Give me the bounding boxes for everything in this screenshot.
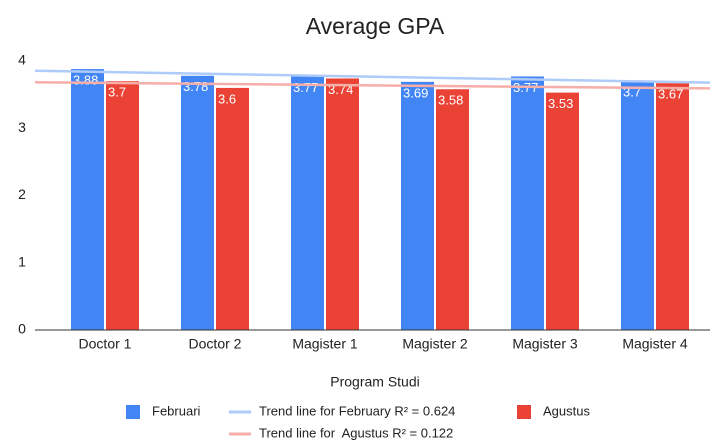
y-tick-label: 2 <box>18 186 26 202</box>
x-tick-label: Magister 3 <box>512 336 578 352</box>
bar <box>401 81 434 330</box>
value-label: 3.69 <box>403 85 428 100</box>
value-label: 3.67 <box>658 87 683 102</box>
bar <box>656 83 689 330</box>
legend-label: Februari <box>152 403 201 418</box>
bar <box>326 78 359 330</box>
bar <box>546 92 579 330</box>
legend-swatch <box>126 405 140 419</box>
value-label: 3.77 <box>293 80 318 95</box>
bar <box>291 76 324 330</box>
x-tick-label: Doctor 1 <box>79 336 132 352</box>
value-label: 3.53 <box>548 96 573 111</box>
value-label: 3.6 <box>218 91 236 106</box>
x-tick-label: Magister 2 <box>402 336 468 352</box>
value-label: 3.88 <box>73 73 98 88</box>
bar <box>181 75 214 330</box>
bar <box>216 87 249 331</box>
y-tick-label: 1 <box>18 253 26 269</box>
chart-title: Average GPA <box>306 13 445 39</box>
trend-line <box>34 69 711 84</box>
bar <box>106 81 139 330</box>
x-axis-label: Program Studi <box>330 374 419 390</box>
bar <box>436 89 469 331</box>
x-tick-label: Magister 4 <box>622 336 688 352</box>
bar <box>71 69 104 330</box>
bar <box>511 76 544 330</box>
value-label: 3.58 <box>438 93 463 108</box>
legend-label: Trend line for Agustus R² = 0.122 <box>259 425 453 440</box>
trend-line <box>34 81 711 90</box>
bar <box>621 81 654 330</box>
y-tick-label: 3 <box>18 119 26 135</box>
x-tick-label: Magister 1 <box>292 336 358 352</box>
y-tick-label: 0 <box>18 321 26 337</box>
y-tick-label: 4 <box>18 52 26 68</box>
value-label: 3.7 <box>108 85 126 100</box>
legend-swatch <box>517 405 531 419</box>
legend-label: Trend line for February R² = 0.624 <box>259 403 455 418</box>
value-label: 3.78 <box>183 79 208 94</box>
x-tick-label: Doctor 2 <box>189 336 242 352</box>
legend-label: Agustus <box>543 403 590 418</box>
